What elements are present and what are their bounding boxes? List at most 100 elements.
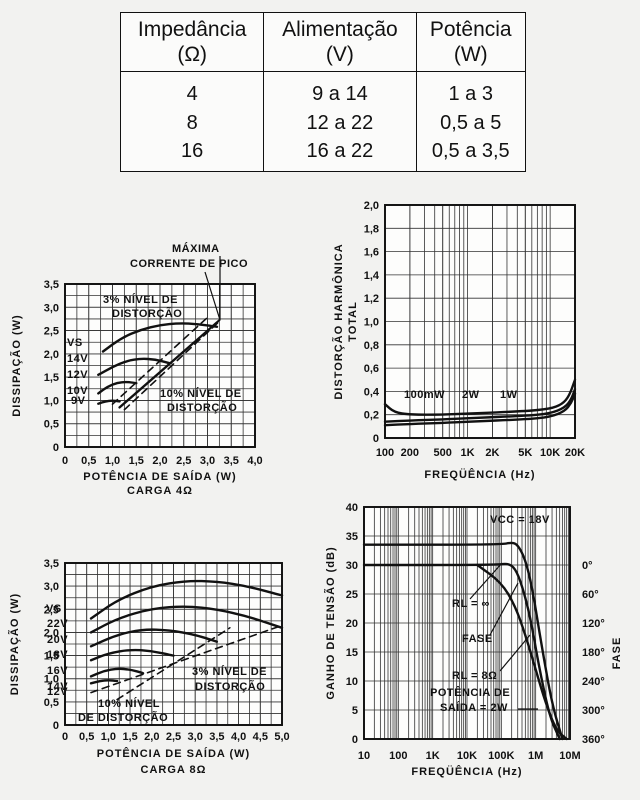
y-tick-label: 2,5	[44, 326, 59, 338]
table-cell: 1 a 3	[415, 71, 526, 109]
annotation-label: 22V	[47, 618, 68, 630]
header-impedance: Impedância (Ω)	[119, 12, 265, 72]
right-tick-label: 240°	[582, 676, 605, 688]
annotation-label: CORRENTE DE PICO	[130, 258, 248, 270]
series-line-9v	[97, 399, 121, 405]
spec-table: Impedância (Ω) Alimentação (V) Potência (W)…	[119, 12, 526, 173]
x-tick-label: 20K	[565, 447, 585, 459]
series-line-18v	[89, 628, 219, 648]
table-row: 16 16 a 22 0,5 a 3,5	[119, 136, 526, 173]
table-cell: 9 a 14	[263, 71, 417, 109]
y-tick-label: 1,0	[44, 674, 59, 686]
x-tick-label: 1,5	[122, 731, 137, 743]
series-line-10-n-vel-de-distor-o	[116, 627, 231, 701]
annotation-label: 16V	[47, 665, 68, 677]
series-line-12v	[89, 679, 119, 685]
x-tick-label: 0	[62, 731, 68, 743]
table-row: 4 9 a 14 1 a 3	[119, 71, 526, 109]
leader-line	[499, 634, 531, 672]
table-cell: 16	[119, 136, 265, 173]
x-tick-label: 500	[434, 447, 452, 459]
dissipation-4ohm-chart: 0 0,5 1,0 1,5 2,0 2,5 3,0 3,5 4,0 0 0,5 1,0 1,5 2,0 2,…	[10, 242, 263, 497]
header-power-name: Potência	[429, 18, 512, 41]
x-tick-label: 4,0	[247, 455, 262, 467]
x-tick-label: 10K	[457, 750, 477, 762]
annotation-label: 12V	[47, 686, 68, 698]
x-tick-label: 3,5	[209, 731, 224, 743]
series-line-100mw	[383, 378, 577, 416]
series-line-rl-	[362, 541, 564, 741]
y-tick-label: 0	[53, 442, 59, 454]
y-tick-label: 10	[346, 676, 358, 688]
y-tick-label: 40	[346, 502, 358, 514]
annotation-label: RL = ∞	[452, 598, 490, 610]
annotation-label: DISTORÇÃO	[167, 401, 237, 414]
y-tick-label: 1,4	[364, 270, 380, 282]
y-tick-label: 0,5	[44, 419, 59, 431]
annotation-label: 10% NÍVEL	[98, 697, 160, 710]
annotation-label: SAÍDA = 2W	[440, 701, 508, 714]
x-tick-label: 0	[62, 455, 68, 467]
x-tick-label: 1,0	[105, 455, 120, 467]
y-tick-label: 30	[346, 560, 358, 572]
chart-subtitle: CARGA 8Ω	[141, 764, 207, 776]
y-tick-label: 25	[346, 589, 358, 601]
y-tick-label: 15	[346, 647, 358, 659]
series-line-fase	[476, 563, 568, 741]
x-tick-label: 1,5	[129, 455, 144, 467]
x-tick-label: 100	[376, 447, 394, 459]
y-tick-label: 0,4	[364, 386, 380, 398]
y-tick-label: 3,0	[44, 302, 59, 314]
y-tick-label: 0,2	[364, 410, 379, 422]
voltage-gain-chart: 10 100 1K 10K 100K 1M 10M 0 5 10 15 20 25 30 35 40 0° 60°…	[324, 502, 623, 778]
y-tick-label: 2,0	[44, 627, 59, 639]
header-supply: Alimentação (V)	[263, 12, 417, 72]
annotation-label: MÁXIMA	[172, 242, 220, 255]
x-axis-title: POTÊNCIA DE SAÍDA (W)	[83, 470, 236, 483]
x-tick-label: 0,5	[79, 731, 94, 743]
y-tick-label: 2,0	[44, 349, 59, 361]
y-axis-title: DISTORÇÃO HARMÔNICA TOTAL	[332, 243, 359, 399]
plot-border	[363, 506, 571, 740]
right-tick-label: 180°	[582, 647, 605, 659]
y-tick-label: 1,6	[364, 247, 379, 259]
y-axis-title-line: DISTORÇÃO HARMÔNICA	[332, 243, 345, 399]
y-tick-label: 20	[346, 618, 358, 630]
annotation-label: 14V	[47, 681, 68, 693]
annotation-label: POTÊNCIA DE	[430, 686, 510, 699]
plot-border	[384, 204, 576, 439]
table-cell: 8	[119, 108, 265, 137]
series-line-1w	[383, 387, 577, 423]
x-axis-title: POTÊNCIA DE SAÍDA (W)	[97, 747, 250, 760]
y-axis-title: DISSIPAÇÃO (W)	[8, 593, 21, 695]
series-line-12v	[97, 357, 171, 376]
right-tick-label: 0°	[582, 560, 593, 572]
y-tick-label: 3,5	[44, 558, 59, 570]
table-cell: 12 a 22	[263, 108, 417, 137]
y-tick-label: 1,5	[44, 651, 59, 663]
plot-border	[64, 283, 256, 448]
header-power-unit: (W)	[453, 43, 488, 66]
annotation-label: RL = 8Ω	[452, 670, 497, 682]
series-line-10v	[97, 380, 138, 395]
x-tick-label: 1K	[426, 750, 440, 762]
x-axis-title: FREQÜÊNCIA (Hz)	[411, 765, 522, 778]
y-tick-label: 0,6	[364, 363, 379, 375]
y-tick-label: 1,0	[44, 395, 59, 407]
annotation-label: 20V	[47, 634, 68, 646]
x-tick-label: 100K	[488, 750, 514, 762]
table-row: 8 12 a 22 0,5 a 5	[119, 108, 526, 137]
leader-line	[204, 271, 221, 321]
y-tick-label: 1,8	[364, 223, 379, 235]
annotation-label: 10V	[67, 385, 88, 397]
annotation-label: 18V	[47, 649, 68, 661]
series-line-16v	[89, 648, 175, 662]
series-line-20v	[89, 605, 284, 634]
series-line-14v	[101, 322, 219, 353]
annotation-label: DISTORÇÃO	[112, 307, 182, 320]
y-axis-title: GANHO DE TENSÃO (dB)	[324, 546, 337, 699]
leader-line	[489, 582, 519, 636]
x-tick-label: 4,0	[231, 731, 246, 743]
table-cell: 4	[119, 71, 265, 109]
right-tick-label: 120°	[582, 618, 605, 630]
